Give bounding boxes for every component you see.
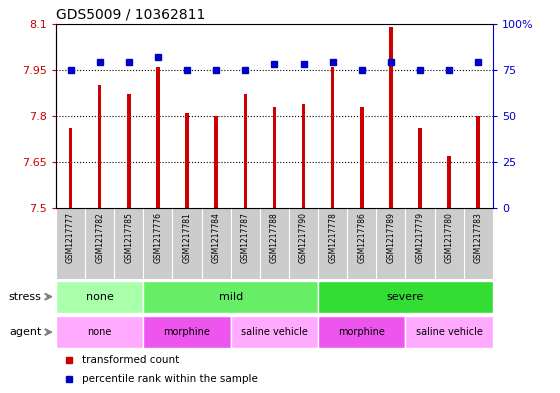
Bar	[143, 281, 318, 313]
Text: stress: stress	[8, 292, 41, 302]
Bar	[56, 316, 143, 348]
Text: GSM1217778: GSM1217778	[328, 212, 337, 263]
Text: GSM1217785: GSM1217785	[124, 212, 133, 263]
Text: none: none	[87, 327, 112, 337]
Bar	[273, 107, 276, 208]
Bar	[98, 85, 101, 208]
Text: severe: severe	[387, 292, 424, 302]
Text: morphine: morphine	[164, 327, 211, 337]
Bar	[127, 94, 130, 208]
Bar	[143, 316, 231, 348]
Text: morphine: morphine	[338, 327, 385, 337]
Bar	[405, 316, 493, 348]
Bar	[302, 104, 305, 208]
Bar	[477, 116, 480, 208]
Bar	[360, 107, 363, 208]
Bar	[331, 67, 334, 208]
Text: saline vehicle: saline vehicle	[241, 327, 308, 337]
Text: GSM1217786: GSM1217786	[357, 212, 366, 263]
Bar	[214, 116, 218, 208]
Bar	[418, 128, 422, 208]
Text: none: none	[86, 292, 114, 302]
Text: GSM1217789: GSM1217789	[386, 212, 395, 263]
Bar	[185, 113, 189, 208]
Text: GSM1217777: GSM1217777	[66, 212, 75, 263]
Bar	[318, 281, 493, 313]
Bar	[69, 128, 72, 208]
Bar	[389, 27, 393, 208]
Text: GSM1217779: GSM1217779	[416, 212, 424, 263]
Text: GDS5009 / 10362811: GDS5009 / 10362811	[56, 7, 206, 21]
Text: saline vehicle: saline vehicle	[416, 327, 483, 337]
Bar	[156, 67, 160, 208]
Bar	[447, 156, 451, 208]
Text: percentile rank within the sample: percentile rank within the sample	[82, 374, 258, 384]
Bar	[318, 316, 405, 348]
Text: mild: mild	[218, 292, 243, 302]
Text: GSM1217780: GSM1217780	[445, 212, 454, 263]
Text: GSM1217784: GSM1217784	[212, 212, 221, 263]
Text: GSM1217787: GSM1217787	[241, 212, 250, 263]
Bar	[244, 94, 247, 208]
Text: GSM1217788: GSM1217788	[270, 212, 279, 263]
Text: transformed count: transformed count	[82, 354, 179, 365]
Text: GSM1217781: GSM1217781	[183, 212, 192, 263]
Text: GSM1217776: GSM1217776	[153, 212, 162, 263]
Text: GSM1217790: GSM1217790	[299, 212, 308, 263]
Text: GSM1217783: GSM1217783	[474, 212, 483, 263]
Bar	[231, 316, 318, 348]
Bar	[56, 281, 143, 313]
Text: agent: agent	[9, 327, 41, 337]
Text: GSM1217782: GSM1217782	[95, 212, 104, 263]
